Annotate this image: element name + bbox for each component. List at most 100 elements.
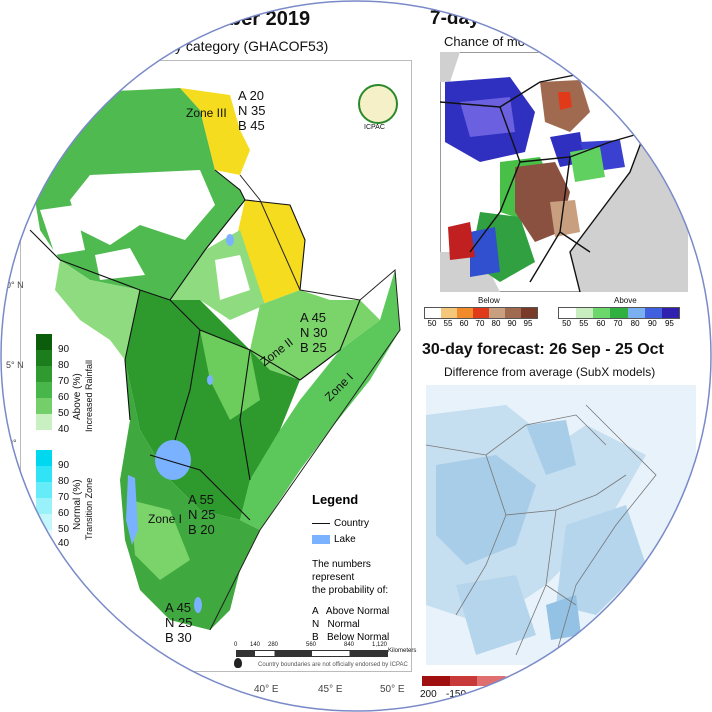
cb-normal-swatch-0 bbox=[36, 450, 52, 466]
cb-above-sublabel: Increased Rainfall bbox=[84, 359, 94, 432]
below-swatch-4 bbox=[489, 308, 505, 318]
legend-country-line bbox=[312, 522, 330, 524]
cb-above-tick-3: 60 bbox=[58, 392, 70, 403]
cb-above-tick-0: 90 bbox=[58, 344, 70, 355]
cb-above-tick-1: 80 bbox=[58, 360, 70, 371]
legend-item-b: B Below Normal bbox=[312, 632, 390, 643]
legend-lake-label: Lake bbox=[334, 534, 356, 545]
cb-above-tick-4: 50 bbox=[58, 408, 70, 419]
left-map-panel: ember 2019 y category (GHACOF53) bbox=[6, 8, 417, 695]
zone-iii-a: A 20 bbox=[238, 88, 265, 103]
zone-iii-n: N 35 bbox=[238, 103, 266, 118]
anomaly-swatch-2 bbox=[477, 676, 505, 686]
cb-above-swatch-1 bbox=[36, 350, 52, 366]
thirty-day-map bbox=[426, 385, 696, 665]
legend-note-1: The numbers represent bbox=[312, 559, 371, 583]
zone-ii-probabilities: A 45 N 30 B 25 bbox=[300, 310, 327, 355]
scale-tick-1: 140 bbox=[250, 642, 261, 648]
top-right-panel: 7-day Chance of mo Belo bbox=[420, 0, 712, 335]
legend-country: Country bbox=[312, 517, 412, 530]
cb-normal-swatch-3 bbox=[36, 498, 52, 514]
cb-normal-swatch-4 bbox=[36, 514, 52, 530]
zone-i-south-probabilities: A 55 N 25 B 20 bbox=[188, 492, 215, 537]
below-swatch-6 bbox=[521, 308, 537, 318]
disclaimer: Country boundaries are not officially en… bbox=[258, 662, 408, 668]
scale-unit: Kilometers bbox=[388, 648, 417, 654]
anomaly-tick-1: -150 bbox=[446, 689, 467, 700]
zone-ii-a: A 45 bbox=[300, 310, 327, 325]
cb-above-swatch-0 bbox=[36, 334, 52, 350]
cb-normal-tick-3: 60 bbox=[58, 508, 70, 519]
below-tick-6: 95 bbox=[523, 319, 533, 328]
logo-caption: ICPAC bbox=[364, 124, 385, 131]
scale-tick-4: 840 bbox=[344, 642, 355, 648]
above-colorbar bbox=[558, 307, 680, 319]
above-tick-3: 70 bbox=[613, 319, 623, 328]
above-tick-0: 50 bbox=[562, 319, 572, 328]
zone-i-south-b: B 20 bbox=[188, 522, 215, 537]
cb-normal-label: Normal (%) bbox=[72, 479, 83, 530]
zone-far-south-b: B 30 bbox=[165, 630, 192, 645]
anomaly-tick-0: 200 bbox=[420, 689, 437, 700]
above-tick-2: 60 bbox=[596, 319, 606, 328]
above-swatch-6 bbox=[661, 308, 679, 318]
legend-item-a: A Above Normal bbox=[312, 606, 390, 617]
above-swatch-4 bbox=[627, 308, 645, 318]
legend-note-2: the probability of: bbox=[312, 585, 389, 596]
above-ticks: 50 55 60 70 80 90 95 bbox=[558, 319, 678, 328]
below-tick-4: 80 bbox=[491, 319, 501, 328]
above-tick-1: 55 bbox=[579, 319, 589, 328]
above-tick-4: 80 bbox=[630, 319, 640, 328]
zone-iii-b: B 45 bbox=[238, 118, 265, 133]
below-label: Below bbox=[478, 296, 500, 305]
lake-victoria bbox=[155, 440, 191, 480]
cb-normal-swatch-5 bbox=[36, 530, 52, 546]
scale-bar bbox=[236, 650, 388, 657]
below-tick-1: 55 bbox=[443, 319, 453, 328]
lat-tick-0: 0° bbox=[8, 438, 17, 448]
above-tick-5: 90 bbox=[647, 319, 657, 328]
anomaly-swatch-0 bbox=[422, 676, 450, 686]
lon-tick-45e: 45° E bbox=[318, 684, 343, 695]
above-swatch-2 bbox=[593, 308, 611, 318]
cb-normal-swatch-2 bbox=[36, 482, 52, 498]
legend-item-n: N Normal bbox=[312, 619, 360, 630]
legend-lake-swatch bbox=[312, 534, 330, 544]
zone-far-south-probabilities: A 45 N 25 B 30 bbox=[165, 600, 192, 645]
above-swatch-3 bbox=[610, 308, 628, 318]
icpac-logo bbox=[358, 84, 398, 124]
anomaly-swatch-1 bbox=[449, 676, 477, 686]
above-label: Above bbox=[614, 296, 637, 305]
cb-above-label: Above (%) bbox=[72, 373, 83, 420]
seven-day-map bbox=[440, 52, 688, 292]
zone-ii-n: N 30 bbox=[300, 325, 328, 340]
zone-ii-b: B 25 bbox=[300, 340, 327, 355]
zone-far-south-n: N 25 bbox=[165, 615, 193, 630]
legend-lake: Lake bbox=[312, 533, 412, 546]
cb-normal-sublabel: Transition Zone bbox=[84, 477, 94, 540]
below-swatch-2 bbox=[457, 308, 473, 318]
cb-above-tick-2: 70 bbox=[58, 376, 70, 387]
below-tick-3: 70 bbox=[475, 319, 485, 328]
cb-normal-tick-5: 40 bbox=[58, 538, 70, 549]
above-swatch-5 bbox=[644, 308, 662, 318]
zone-iii-label: Zone III bbox=[186, 106, 227, 120]
bottom-right-title: 30-day forecast: 26 Sep - 25 Oct bbox=[422, 341, 664, 358]
below-swatch-1 bbox=[441, 308, 457, 318]
above-tick-6: 95 bbox=[664, 319, 674, 328]
below-tick-5: 90 bbox=[507, 319, 517, 328]
cb-normal-tick-1: 80 bbox=[58, 476, 70, 487]
lon-tick-50e: 50° E bbox=[380, 684, 405, 695]
above-swatch-0 bbox=[559, 308, 577, 318]
below-ticks: 50 55 60 70 80 90 95 bbox=[424, 319, 536, 328]
legend-country-label: Country bbox=[334, 518, 370, 529]
north-arrow-icon bbox=[234, 658, 242, 668]
cb-above-tick-5: 40 bbox=[58, 424, 70, 435]
zone-i-south-label: Zone I bbox=[148, 512, 183, 526]
below-swatch-0 bbox=[425, 308, 441, 318]
scale-tick-2: 280 bbox=[268, 642, 279, 648]
anomaly-swatch-3 bbox=[504, 676, 532, 686]
above-swatch-1 bbox=[576, 308, 594, 318]
below-colorbar bbox=[424, 307, 538, 319]
cb-above-swatch-3 bbox=[36, 382, 52, 398]
